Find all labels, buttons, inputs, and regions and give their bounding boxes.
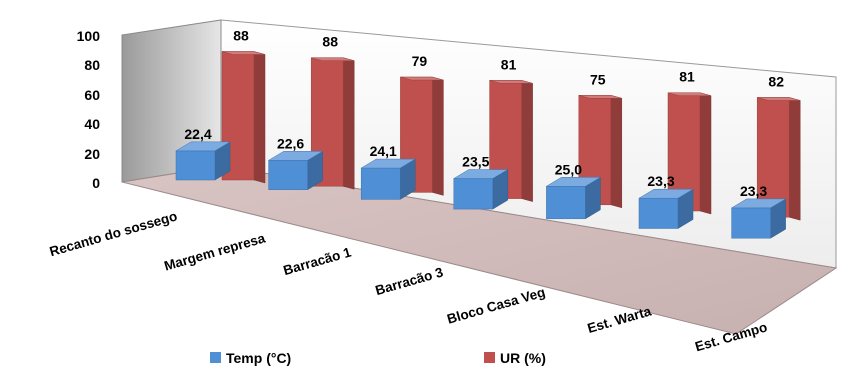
ur-bar-side [521,80,533,202]
ur-data-label: 81 [679,69,695,85]
temp-bar-top [452,169,509,179]
ur-bar-side [253,51,266,184]
ur-data-label: 88 [233,28,249,44]
ur-bar-top [578,95,622,99]
temp-bar [360,158,417,200]
legend-label-temp: Temp (°C) [226,350,291,366]
ur-bar-top [400,76,444,81]
ur-bar [221,51,266,184]
temp-data-label: 22,4 [184,126,211,142]
temp-bar-front [453,178,494,210]
temp-data-label: 24,1 [370,143,397,159]
temp-bar-front [546,186,586,220]
temp-bar-top [175,141,231,152]
ur-bar-side [788,97,801,221]
category-label: Margem represa [162,230,267,273]
ur-bar-side [432,76,444,196]
ur-bar-top [757,97,801,101]
legend-swatch-ur [484,352,495,363]
temp-bar [267,150,324,191]
legend-swatch-temp [210,352,221,363]
ur-bar-side [610,94,623,209]
legend: Temp (°C) UR (%) [210,350,546,366]
y-tick-label: 100 [77,28,101,44]
category-label: Recanto do sossego [48,208,179,259]
ur-data-label: 79 [412,53,428,69]
ur-bar-side [342,57,355,190]
temp-data-label: 25,0 [555,161,582,177]
ur-data-label: 82 [768,73,784,89]
ur-data-label: 81 [501,56,517,72]
temp-data-label: 22,6 [277,135,304,151]
temp-bar-top [730,198,787,209]
temp-bar-front [175,150,216,181]
temp-bar-top [638,188,694,199]
temp-bar-top [267,151,324,161]
temp-bar-top [360,158,417,169]
temp-series: 22,4 22,6 24,1 23,5 25,0 23,3 23,3 [175,126,787,239]
temp-bar-top [545,177,602,187]
temp-bar-front [638,197,679,229]
ur-bar-top [489,80,533,84]
y-tick-label: 60 [84,87,100,103]
ur-bar [756,97,801,221]
temp-bar [730,198,787,239]
temp-data-label: 23,3 [647,173,674,189]
temp-bar [175,141,231,181]
temp-data-label: 23,3 [740,183,767,199]
ur-bar-top [311,57,355,61]
legend-label-ur: UR (%) [500,350,546,366]
temp-bar-front [731,207,771,239]
ur-bar-top [221,51,266,55]
category-label: Est. Warta [586,303,654,336]
temp-bar [638,188,694,229]
temp-data-label: 23,5 [462,154,489,170]
ur-bar-top [667,92,712,96]
ur-data-label: 88 [322,34,338,50]
y-tick-label: 40 [84,116,100,132]
temp-bar-front [268,160,308,190]
y-tick-label: 80 [84,57,100,73]
category-label: Bloco Casa Veg [445,284,547,326]
category-label: Barracão 3 [374,264,446,298]
y-tick-label: 0 [92,175,100,191]
ur-bar-front [756,97,790,218]
category-label: Barracão 1 [282,244,354,278]
temp-bar [545,176,602,220]
y-tick-label: 20 [84,146,100,162]
ur-bar-side [699,92,712,215]
temp-bar [452,169,509,210]
ur-data-label: 75 [590,71,606,87]
temp-bar-front [360,167,401,200]
